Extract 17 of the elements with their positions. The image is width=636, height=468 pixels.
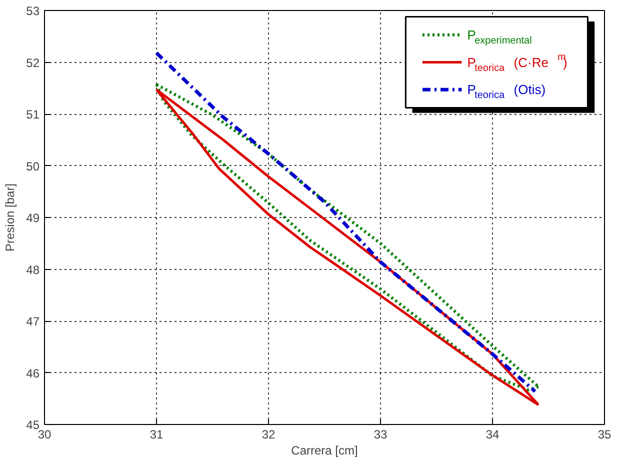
y-axis-title: Presion [bar] — [3, 183, 18, 252]
y-tick-label: 45 — [26, 418, 40, 432]
y-tick-label: 49 — [26, 211, 40, 225]
x-axis-title: Carrera [cm] — [291, 444, 358, 458]
y-tick-label: 53 — [26, 4, 40, 18]
y-tick-label: 46 — [26, 366, 40, 380]
x-tick-label: 32 — [262, 428, 276, 442]
y-tick-label: 48 — [26, 262, 40, 277]
y-tick-label: 50 — [26, 159, 40, 174]
x-tick-label: 35 — [598, 428, 612, 442]
x-tick-label: 30 — [38, 428, 52, 442]
x-tick-label: 34 — [486, 428, 500, 442]
x-tick-label: 31 — [150, 428, 164, 442]
x-tick-label: 33 — [374, 428, 388, 442]
y-tick-label: 52 — [26, 56, 40, 70]
y-tick-label: 51 — [26, 108, 40, 122]
y-tick-label: 47 — [26, 314, 40, 328]
